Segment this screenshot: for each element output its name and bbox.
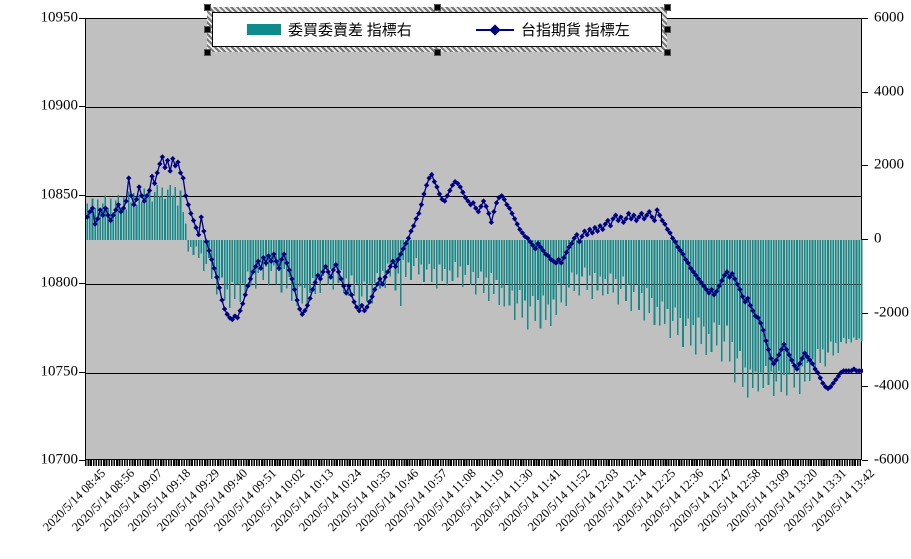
line-series-key-icon: [476, 23, 514, 36]
bar-series-swatch-icon: [247, 24, 281, 35]
legend-label-taiex-futures: 台指期貨 指標左: [521, 23, 630, 39]
gridline: [86, 196, 861, 197]
y-axis-right-tick-label: 0: [874, 230, 882, 247]
gridline: [86, 284, 861, 285]
y-axis-right-tick-label: 2000: [874, 156, 904, 173]
price-line-markers: [86, 154, 863, 392]
y-axis-left-tick-mark: [79, 195, 85, 196]
y-axis-right-tick-label: 4000: [874, 83, 904, 100]
y-axis-right-tick-label: -4000: [874, 377, 909, 394]
series-layer: [86, 154, 863, 398]
gridline: [86, 107, 861, 108]
gridline: [86, 373, 861, 374]
bar-series[interactable]: [86, 184, 863, 398]
y-axis-right-tick-mark: [862, 18, 868, 19]
y-axis-right-tick-mark: [862, 239, 868, 240]
y-axis-left-tick-mark: [79, 283, 85, 284]
selection-handle[interactable]: [433, 48, 441, 56]
selection-handle[interactable]: [203, 3, 211, 11]
y-axis-right-tick-label: 6000: [874, 9, 904, 26]
y-axis-left-tick-label: 10750: [40, 363, 79, 380]
y-axis-right-tick-label: -6000: [874, 451, 909, 468]
selection-handle[interactable]: [663, 48, 671, 56]
selection-handle[interactable]: [663, 3, 671, 11]
y-axis-left-tick-mark: [79, 372, 85, 373]
legend-item-bid-ask-diff[interactable]: 委買委賣差 指標右: [247, 13, 412, 46]
plot-area[interactable]: [85, 18, 863, 460]
y-axis-right-tick-mark: [862, 92, 868, 93]
y-axis-left-tick-mark: [79, 106, 85, 107]
x-axis-tick-band: [85, 460, 862, 466]
y-axis-left-tick-label: 10900: [40, 97, 79, 114]
selection-handle[interactable]: [663, 26, 671, 33]
legend[interactable]: 委買委賣差 指標右 台指期貨 指標左: [212, 12, 662, 47]
legend-item-taiex-futures[interactable]: 台指期貨 指標左: [476, 13, 630, 46]
y-axis-right-tick-mark: [862, 313, 868, 314]
selection-handle[interactable]: [203, 26, 211, 33]
y-axis-left-tick-mark: [79, 460, 85, 461]
y-axis-right-tick-mark: [862, 386, 868, 387]
y-axis-right-tick-mark: [862, 460, 868, 461]
selection-handle[interactable]: [203, 48, 211, 56]
y-axis-right-tick-mark: [862, 165, 868, 166]
y-axis-left-tick-label: 10800: [40, 274, 79, 291]
y-axis-left-tick-mark: [79, 18, 85, 19]
y-axis-left-tick-label: 10850: [40, 186, 79, 203]
y-axis-right-tick-label: -2000: [874, 304, 909, 321]
selection-handle[interactable]: [433, 3, 441, 11]
legend-label-bid-ask-diff: 委買委賣差 指標右: [288, 23, 412, 39]
y-axis-left-tick-label: 10700: [40, 451, 79, 468]
y-axis-left-tick-label: 10950: [40, 9, 79, 26]
